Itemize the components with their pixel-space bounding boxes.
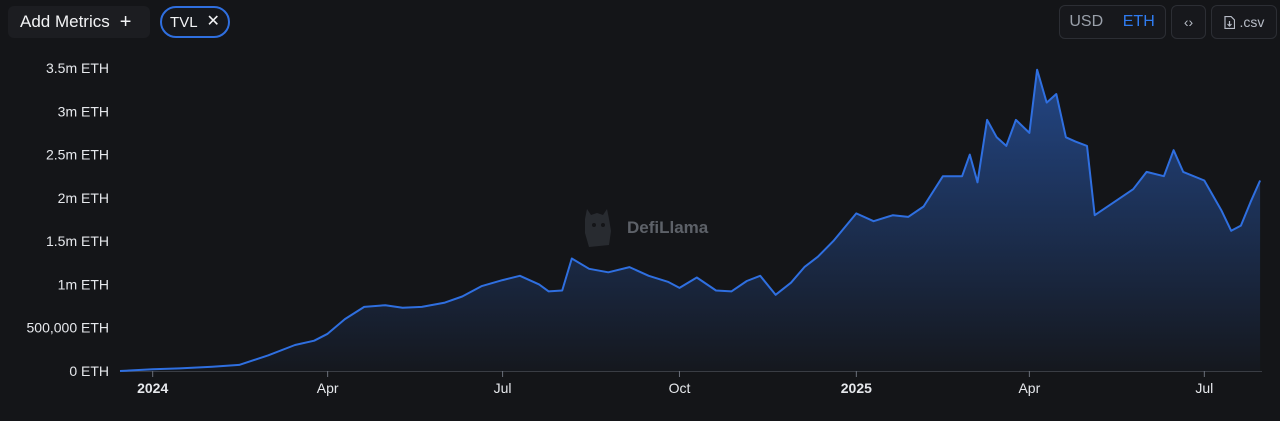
tvl-chart-svg: 0 ETH 500,000 ETH 1m ETH 1.5m ETH 2m ETH 2.5m… bbox=[27, 60, 1262, 396]
close-icon[interactable]: ✕ bbox=[206, 13, 220, 30]
y-tick-label: 3m ETH bbox=[58, 103, 109, 119]
chart-toolbar: Add Metrics + TVL ✕ USD ETH ‹› .csv bbox=[0, 0, 1280, 44]
y-tick-label: 1m ETH bbox=[58, 276, 109, 292]
y-tick-label: 0 ETH bbox=[69, 363, 109, 379]
series-area-tvl bbox=[120, 69, 1261, 371]
unit-toggle: USD ETH bbox=[1059, 5, 1166, 39]
y-tick-label: 2.5m ETH bbox=[46, 147, 109, 163]
code-icon: ‹› bbox=[1183, 14, 1194, 30]
y-tick-label: 1.5m ETH bbox=[46, 233, 109, 249]
watermark-text: DefiLlama bbox=[627, 218, 709, 237]
watermark: DefiLlama bbox=[579, 205, 708, 251]
metric-chip-label: TVL bbox=[170, 13, 198, 31]
x-tick-label: 2025 bbox=[841, 380, 872, 396]
x-tick-label: 2024 bbox=[137, 380, 168, 396]
file-download-icon bbox=[1223, 15, 1235, 29]
llama-logo-icon bbox=[585, 209, 611, 247]
y-tick-label: 500,000 ETH bbox=[27, 320, 110, 336]
y-axis: 0 ETH 500,000 ETH 1m ETH 1.5m ETH 2m ETH 2.5m… bbox=[27, 60, 110, 379]
download-csv-button[interactable]: .csv bbox=[1211, 5, 1277, 39]
add-metrics-label: Add Metrics bbox=[20, 12, 110, 31]
add-metrics-button[interactable]: Add Metrics + bbox=[8, 6, 150, 38]
y-tick-label: 3.5m ETH bbox=[46, 60, 109, 76]
embed-button[interactable]: ‹› bbox=[1171, 5, 1206, 39]
csv-label: .csv bbox=[1239, 14, 1265, 30]
series-line-tvl bbox=[119, 68, 1262, 372]
unit-eth-button[interactable]: ETH bbox=[1122, 13, 1155, 30]
tvl-chart[interactable]: 0 ETH 500,000 ETH 1m ETH 1.5m ETH 2m ETH 2.5m… bbox=[0, 44, 1280, 416]
x-tick-label: Apr bbox=[317, 380, 339, 396]
unit-usd-button[interactable]: USD bbox=[1069, 13, 1104, 30]
x-tick-label: Oct bbox=[669, 380, 691, 396]
y-tick-label: 2m ETH bbox=[58, 190, 109, 206]
x-tick-label: Apr bbox=[1018, 380, 1040, 396]
plus-icon: + bbox=[119, 11, 132, 33]
x-tick-label: Jul bbox=[1195, 380, 1213, 396]
metric-chip-tvl[interactable]: TVL ✕ bbox=[160, 6, 230, 38]
x-tick-label: Jul bbox=[494, 380, 512, 396]
x-axis: 2024 Apr Jul Oct 2025 Apr Jul bbox=[120, 371, 1262, 396]
